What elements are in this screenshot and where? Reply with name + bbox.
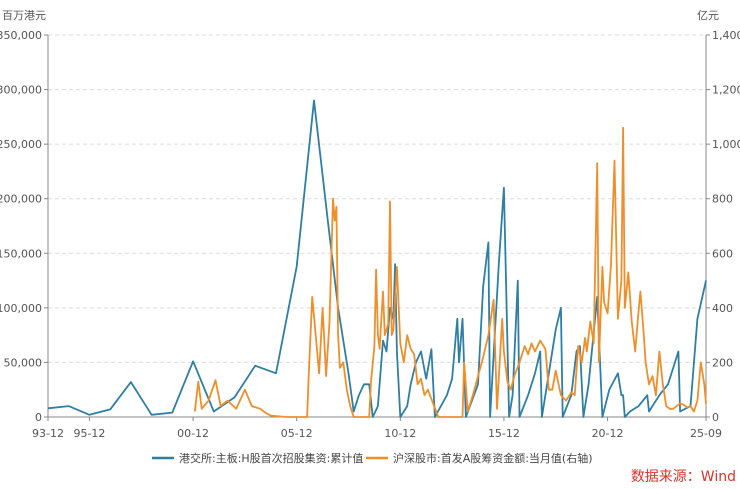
right-tick-label: 1,200 <box>712 84 740 97</box>
x-tick-label: 25-09 <box>690 427 722 440</box>
series-line-a-share-ipo <box>193 126 707 418</box>
right-tick-label: 800 <box>712 193 733 206</box>
x-tick-label: 93-12 <box>32 427 64 440</box>
left-tick-label: 350,000 <box>0 29 42 42</box>
x-tick-label: 00-12 <box>177 427 209 440</box>
right-tick-label: 1,400 <box>712 29 740 42</box>
left-tick-label: 250,000 <box>0 138 42 151</box>
right-tick-label: 1,000 <box>712 138 740 151</box>
right-axis-unit: 亿元 <box>697 9 719 22</box>
source-note: 数据来源：Wind <box>631 469 736 485</box>
left-tick-label: 150,000 <box>0 247 42 260</box>
left-tick-label: 100,000 <box>0 302 42 315</box>
axes: 0 0 50,000 200 100,000 400 150,000 600 200,000 80… <box>0 29 740 440</box>
series-layer <box>47 99 707 418</box>
legend-label: 沪深股市:首发A股筹资金额:当月值(右轴) <box>393 451 593 465</box>
right-tick-label: 600 <box>712 247 733 260</box>
left-tick-label: 300,000 <box>0 84 42 97</box>
x-tick-label: 15-12 <box>488 427 520 440</box>
left-tick-label: 200,000 <box>0 193 42 206</box>
x-tick-label: 10-12 <box>384 427 416 440</box>
x-tick-label: 05-12 <box>281 427 313 440</box>
left-tick-label: 50,000 <box>4 356 43 369</box>
left-axis-unit: 百万港元 <box>2 9 46 22</box>
x-tick-label: 20-12 <box>592 427 624 440</box>
legend: 港交所:主板:H股首次招股集资:累计值 沪深股市:首发A股筹资金额:当月值(右轴) <box>152 451 593 465</box>
right-tick-label: 0 <box>712 411 719 424</box>
x-tick-label: 95-12 <box>73 427 105 440</box>
legend-label: 港交所:主板:H股首次招股集资:累计值 <box>179 451 363 465</box>
right-tick-label: 400 <box>712 302 733 315</box>
series-line-hk-h-share-ipo <box>47 99 707 418</box>
left-tick-label: 0 <box>35 411 42 424</box>
right-tick-label: 200 <box>712 356 733 369</box>
